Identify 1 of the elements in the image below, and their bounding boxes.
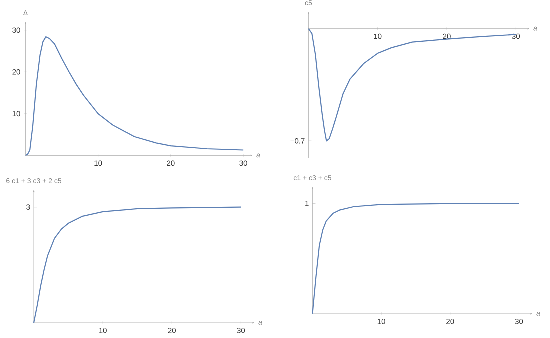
line-series [25, 36, 244, 156]
